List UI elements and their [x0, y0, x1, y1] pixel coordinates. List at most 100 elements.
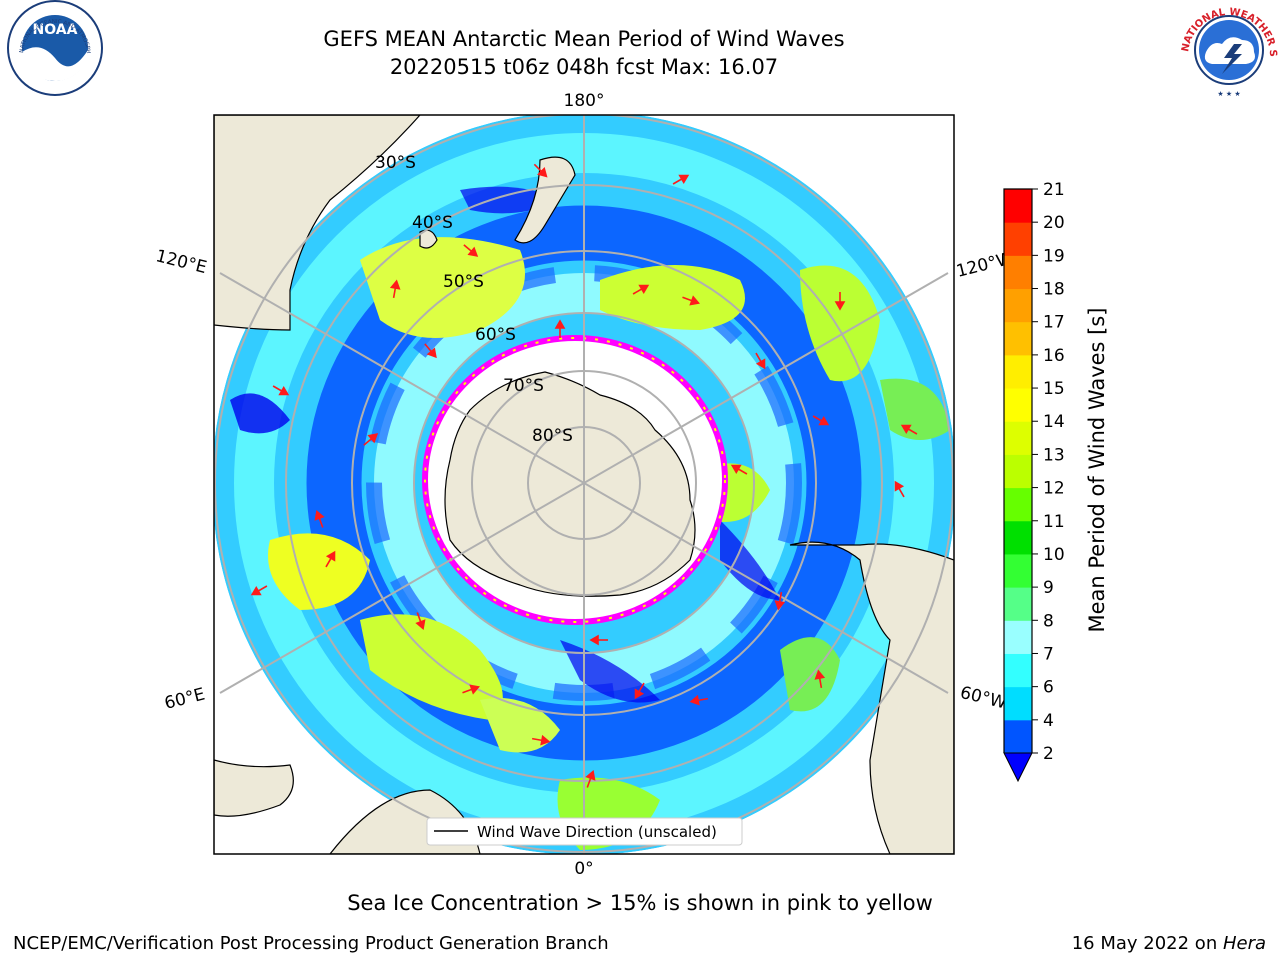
latitude-labels: 30°S 40°S 50°S 60°S 70°S 80°S [375, 153, 573, 446]
colorbar-tick-label: 15 [1043, 379, 1065, 399]
wave-direction-arrow [314, 510, 325, 528]
colorbar-tick-label: 8 [1043, 611, 1054, 631]
colorbar-extend-arrow [1003, 752, 1033, 783]
wave-direction-arrow [755, 352, 766, 370]
wave-direction-arrow [531, 734, 551, 746]
chart-title: GEFS MEAN Antarctic Mean Period of Wind … [323, 27, 845, 51]
south-america-land [789, 541, 954, 854]
new-zealand-land [514, 156, 576, 244]
graticule [214, 115, 954, 854]
lat-label-80s: 80°S [532, 426, 573, 446]
colorbar: 2 4 6 7 8 9 10 11 12 13 14 15 16 17 18 19 20 21 [1003, 180, 1065, 783]
madagascar-land [214, 759, 294, 817]
map-frame [213, 114, 955, 855]
nws-stars-icon: ★ ★ ★ [1217, 90, 1240, 98]
map-legend: Wind Wave Direction (unscaled) [426, 817, 743, 846]
colorbar-swatch [1004, 388, 1032, 422]
wave-direction-arrow [730, 464, 748, 475]
colorbar-tick-label: 4 [1043, 711, 1054, 731]
colorbar-tick-label: 13 [1043, 445, 1065, 465]
australia-land [214, 115, 421, 331]
colorbar-tick-label: 19 [1043, 246, 1065, 266]
colorbar-swatch [1004, 189, 1032, 223]
wave-direction-arrow [894, 480, 905, 498]
wave-direction-arrow [585, 770, 596, 788]
colorbar-swatch [1004, 620, 1032, 654]
wind-wave-arrows [250, 163, 918, 788]
lat-label-50s: 50°S [443, 272, 484, 292]
colorbar-swatch [1004, 487, 1032, 522]
land-masses [214, 115, 954, 854]
colorbar-swatch [1004, 255, 1032, 290]
colorbar-tick-label: 20 [1043, 213, 1065, 233]
colorbar-swatch [1004, 321, 1032, 356]
wave-direction-arrow [689, 694, 709, 706]
lon-label-0: 0° [574, 859, 593, 879]
colorbar-label: Mean Period of Wind Waves [s] [1085, 307, 1109, 633]
colorbar-swatch [1004, 222, 1032, 256]
wave-direction-arrow [682, 295, 700, 306]
colorbar-swatch [1004, 520, 1032, 555]
lon-label-180: 180° [564, 91, 605, 111]
wave-direction-arrow [325, 550, 336, 568]
meridian-60e-120w [219, 272, 949, 694]
wave-direction-arrow [900, 424, 918, 435]
chart-subtitle: 20220515 t06z 048h fcst Max: 16.07 [389, 55, 779, 79]
colorbar-tick-label: 9 [1043, 578, 1054, 598]
wave-direction-arrow [463, 244, 479, 257]
lat-label-60s: 60°S [475, 325, 516, 345]
lat-label-30s: 30°S [375, 153, 416, 173]
lon-label-60w: 60°W [958, 683, 1009, 714]
lat-label-40s: 40°S [412, 213, 453, 233]
nws-logo: NATIONAL WEATHER SERVICE ★ ★ ★ [0, 0, 1278, 99]
wave-direction-arrow [672, 174, 690, 185]
legend-label: Wind Wave Direction (unscaled) [477, 823, 717, 841]
noaa-logo-text: NOAA [33, 22, 78, 38]
colorbar-swatch [1004, 553, 1032, 588]
colorbar-tick-label: 6 [1043, 678, 1054, 698]
wave-direction-arrow [812, 415, 830, 426]
map-panel: 30°S 40°S 50°S 60°S 70°S 80°S Wind Wave … [214, 115, 954, 854]
colorbar-swatch [1004, 454, 1032, 489]
antarctica-land [444, 371, 696, 597]
wave-direction-arrow [554, 319, 566, 338]
colorbar-tick-label: 18 [1043, 280, 1065, 300]
colorbar-tick-label: 14 [1043, 412, 1065, 432]
colorbar-tick-label: 2 [1043, 744, 1054, 764]
colorbar-swatch [1004, 288, 1032, 323]
wave-direction-arrow [415, 612, 426, 630]
wave-direction-arrow [634, 682, 645, 700]
wave-direction-arrow [462, 684, 480, 695]
colorbar-tick-label: 11 [1043, 512, 1065, 532]
wave-direction-arrow [363, 433, 379, 446]
colorbar-swatch [1004, 686, 1032, 721]
lon-label-120e: 120°E [154, 246, 209, 278]
lat-label-70s: 70°S [503, 376, 544, 396]
noaa-logo: NOAA NATIONAL OCEANIC AND ATMOSPHERIC AD… [0, 0, 103, 96]
colorbar-tick-label: 21 [1043, 180, 1065, 200]
colorbar-swatch [1004, 587, 1032, 621]
wave-direction-arrow [424, 343, 437, 359]
lon-label-60e: 60°E [163, 685, 207, 714]
colorbar-frame [1003, 188, 1033, 753]
colorbar-swatch [1004, 354, 1032, 389]
wave-direction-arrow [389, 279, 401, 299]
wave-direction-arrow [814, 669, 826, 689]
wave-direction-arrow [250, 585, 268, 596]
footer-date-text: 16 May 2022 on [1071, 933, 1223, 954]
wave-direction-arrow [272, 385, 290, 396]
wave-direction-arrow [533, 163, 548, 178]
colorbar-swatch [1004, 421, 1032, 455]
wave-direction-arrow [774, 591, 786, 611]
colorbar-tick-label: 10 [1043, 545, 1065, 565]
colorbar-swatch [1004, 653, 1032, 688]
sea-ice-caption: Sea Ice Concentration > 15% is shown in … [347, 891, 933, 915]
colorbar-swatch [1004, 719, 1032, 754]
nws-ring-text: NATIONAL WEATHER SERVICE [0, 0, 1278, 57]
colorbar-tick-label: 7 [1043, 644, 1054, 664]
footer-organization: NCEP/EMC/Verification Post Processing Pr… [13, 933, 609, 954]
wave-direction-arrow [632, 284, 650, 295]
colorbar-tick-label: 16 [1043, 346, 1065, 366]
footer-host: Hera [1222, 933, 1266, 954]
